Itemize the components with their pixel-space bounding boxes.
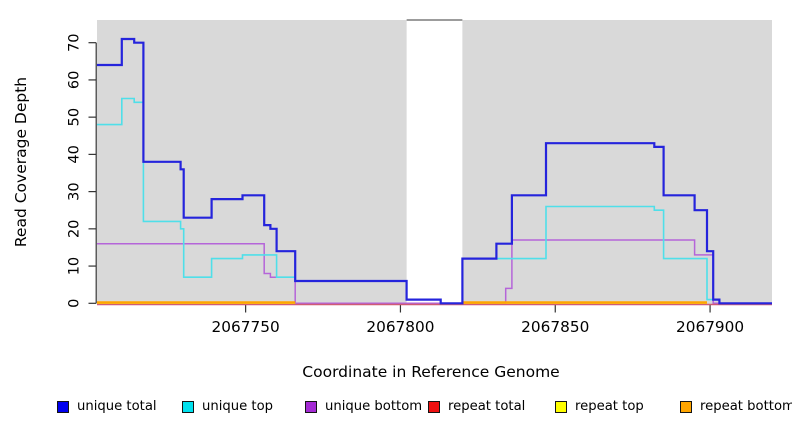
x-axis-title: Coordinate in Reference Genome (302, 363, 560, 381)
x-tick-label: 2067800 (366, 318, 434, 336)
y-tick-label: 70 (67, 33, 83, 51)
y-tick-label: 60 (67, 71, 83, 89)
x-tick-label: 2067900 (676, 318, 744, 336)
y-tick-label: 50 (67, 108, 83, 126)
y-tick-label: 0 (67, 299, 83, 308)
y-tick-label: 30 (67, 182, 83, 200)
y-axis-title: Read Coverage Depth (12, 76, 30, 248)
plot-background-region-2 (462, 20, 772, 305)
series-line-unique-bottom (97, 239, 772, 305)
y-tick-label: 20 (67, 220, 83, 238)
x-tick-label: 2067850 (521, 318, 589, 336)
y-tick-label: 40 (67, 145, 83, 163)
y-tick-label: 10 (67, 257, 83, 275)
series-line-unique-total (97, 37, 772, 305)
x-tick-label: 2067750 (212, 318, 280, 336)
gap-region-top-border (406, 19, 463, 21)
